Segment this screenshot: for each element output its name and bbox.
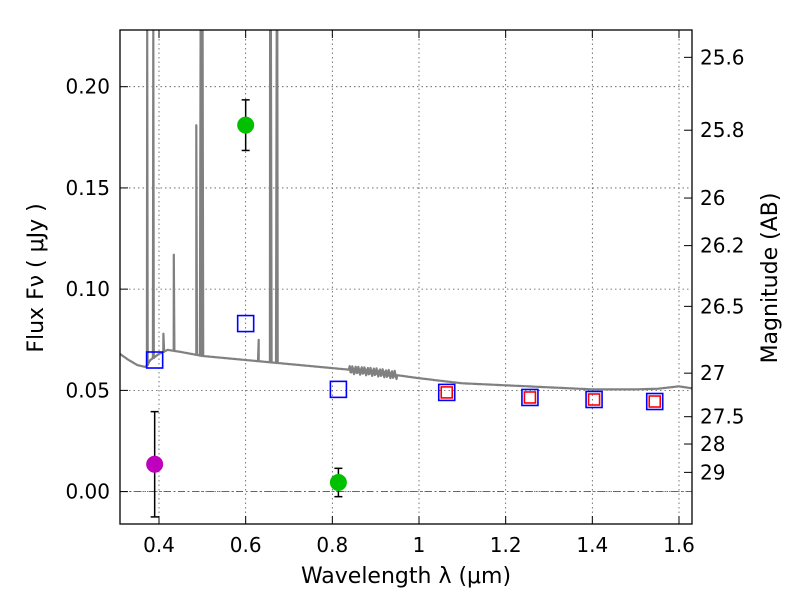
model-sed-line: [120, 30, 692, 391]
x-axis-title: Wavelength λ (μm): [301, 564, 511, 589]
magnitude-tick-label: 28: [700, 432, 725, 456]
magnitude-tick-label: 26: [700, 186, 725, 210]
x-tick-label: 1: [413, 533, 426, 557]
x-tick-label: 0.8: [316, 533, 348, 557]
y-tick-label: 0.20: [65, 75, 110, 99]
magnitude-tick-label: 25.6: [700, 45, 745, 69]
magnitude-tick-label: 27.5: [700, 405, 745, 429]
model-point-blue: [145, 351, 164, 369]
data-points-layer: [145, 99, 664, 518]
plot-frame: [119, 29, 693, 525]
tick-labels-layer: 0.4 0.6 0.8 1 1.2 1.4 1.6 0.00 0.05 0.10 0.15 0.20 2…: [65, 45, 744, 557]
ticks-layer: [120, 30, 692, 524]
model-point-red: [648, 395, 662, 408]
data-point: [329, 473, 347, 491]
model-point-blue: [521, 388, 539, 407]
model-point-red: [440, 386, 454, 399]
y-tick-label: 0.15: [65, 176, 110, 200]
data-point: [146, 455, 164, 473]
x-tick-label: 0.6: [230, 533, 262, 557]
magnitude-tick-label: 25.8: [700, 118, 745, 142]
magnitude-tick-label: 26.5: [700, 294, 745, 318]
data-point: [237, 116, 255, 134]
model-point-blue: [236, 314, 255, 333]
model-point-blue: [437, 383, 456, 402]
grid-layer: [120, 30, 692, 524]
model-point-blue: [329, 380, 348, 399]
magnitude-tick-label: 29: [700, 460, 725, 484]
y2-axis-title: Magnitude (AB): [758, 193, 783, 364]
y-tick-label: 0.00: [65, 480, 110, 504]
magnitude-tick-label: 27: [700, 361, 725, 385]
y-tick-label: 0.10: [65, 277, 110, 301]
x-tick-label: 1.6: [663, 533, 695, 557]
model-point-red: [523, 391, 537, 404]
x-tick-label: 1.4: [576, 533, 608, 557]
model-point-blue: [645, 392, 664, 411]
model-point-red: [587, 393, 601, 406]
magnitude-tick-label: 26.2: [700, 234, 745, 258]
model-point-blue: [585, 390, 603, 409]
x-tick-label: 1.2: [490, 533, 522, 557]
x-tick-label: 0.4: [143, 533, 175, 557]
y-tick-label: 0.05: [65, 378, 110, 402]
y-axis-title: Flux Fν ( μJy ): [24, 203, 49, 352]
model-sed-layer: [120, 30, 692, 391]
